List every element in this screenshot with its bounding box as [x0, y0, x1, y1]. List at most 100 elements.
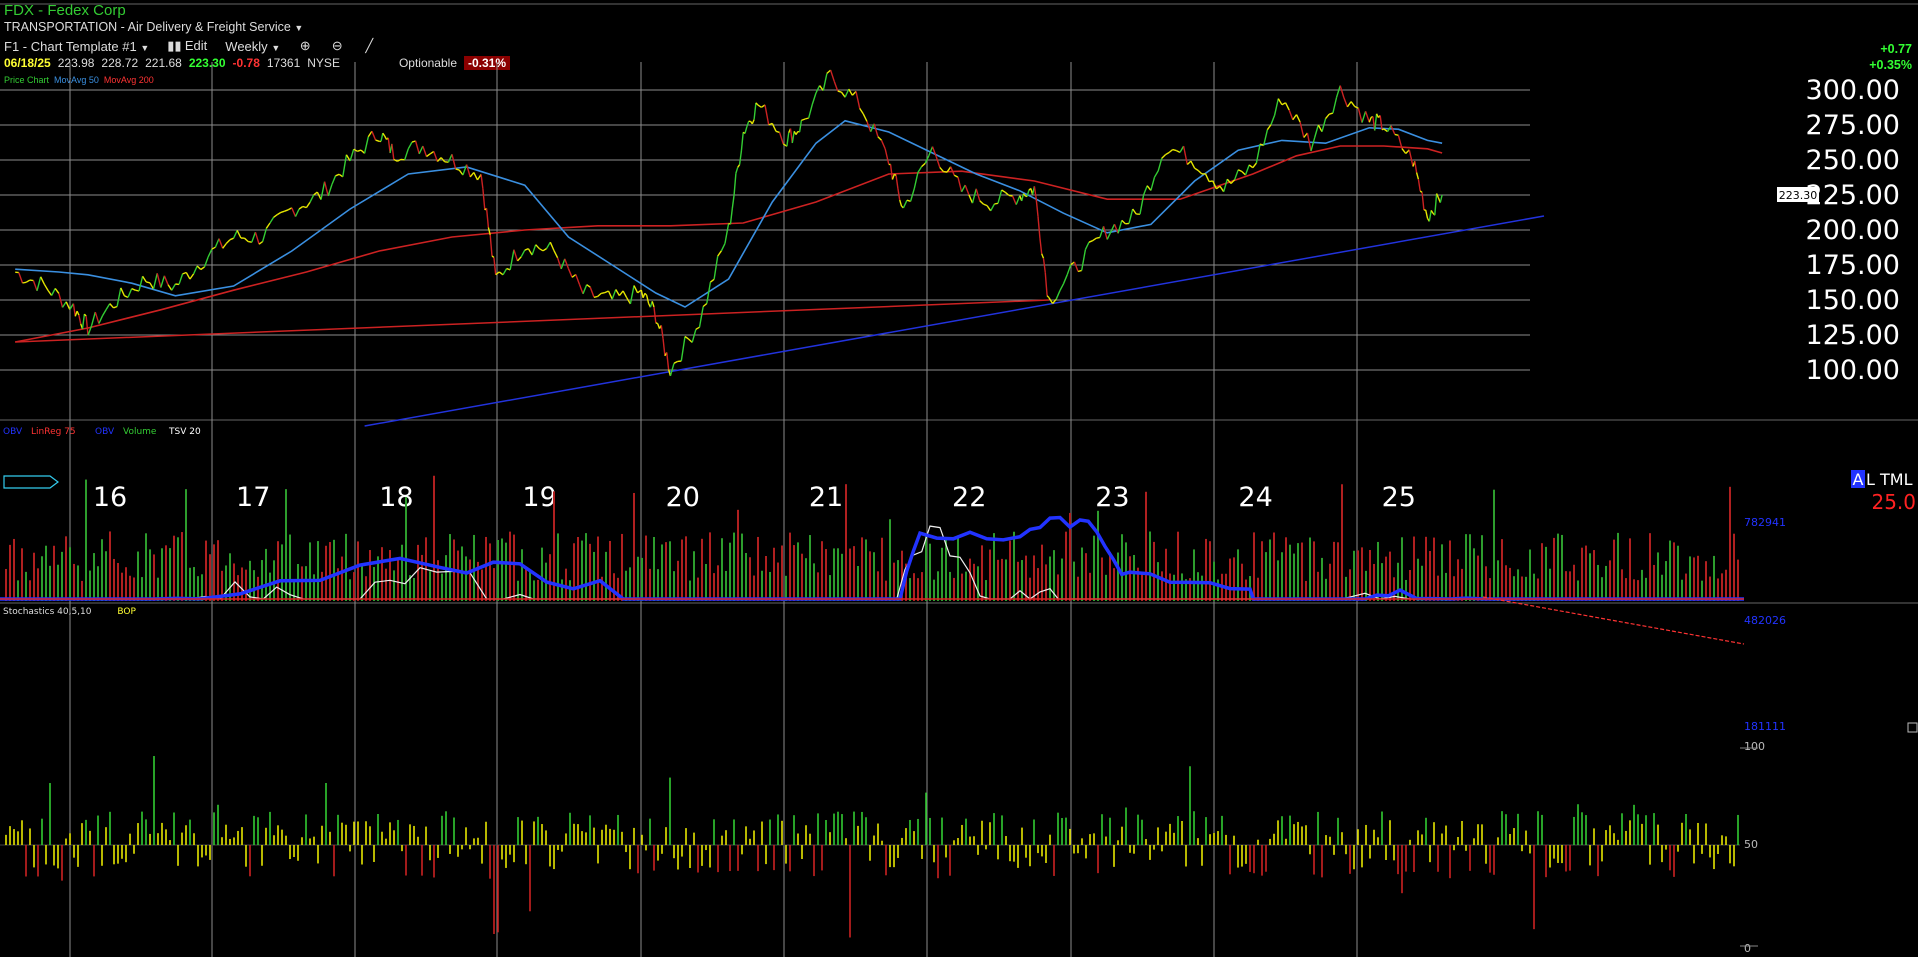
- price-segment: [567, 268, 573, 278]
- panel-scroll-box[interactable]: [1907, 722, 1918, 733]
- price-segment: [889, 164, 894, 180]
- price-segment: [751, 119, 755, 125]
- price-segment: [1421, 192, 1425, 211]
- chevron-down-icon: ▼: [271, 42, 281, 53]
- legend-ma50[interactable]: MovAvg 50: [54, 75, 99, 85]
- price-segment: [1121, 219, 1126, 225]
- price-segment: [1212, 180, 1218, 190]
- price-segment: [909, 188, 915, 202]
- price-segment: [440, 157, 446, 163]
- price-segment: [1394, 133, 1399, 136]
- price-segment: [127, 288, 133, 298]
- ma200-line: [15, 145, 1443, 343]
- price-segment: [855, 91, 861, 109]
- price-segment: [1317, 124, 1323, 133]
- price-segment: [436, 157, 442, 162]
- price-segment: [1417, 179, 1421, 192]
- price-segment: [458, 169, 464, 176]
- price-segment: [101, 309, 107, 316]
- price-segment: [363, 136, 369, 154]
- price-segment: [869, 123, 875, 132]
- price-segment: [225, 239, 231, 244]
- price-segment: [935, 156, 941, 168]
- badge-value: 25.0: [1871, 490, 1916, 514]
- price-segment: [422, 145, 428, 157]
- price-segment: [69, 303, 75, 310]
- price-segment: [786, 132, 790, 147]
- price-segment: [192, 265, 198, 275]
- price-segment: [149, 282, 155, 290]
- price-segment: [829, 69, 835, 82]
- price-segment: [1241, 170, 1246, 176]
- price-segment: [85, 316, 89, 336]
- price-segment: [646, 295, 650, 304]
- price-segment: [815, 85, 821, 94]
- price-segment: [877, 136, 882, 141]
- price-segment: [549, 241, 555, 251]
- price-segment: [724, 223, 730, 244]
- price-segment: [953, 174, 959, 178]
- price-segment: [211, 246, 216, 250]
- top-right-pct: +0.35%: [1869, 58, 1912, 72]
- edit-button[interactable]: ▮▮ Edit: [167, 38, 207, 54]
- trendline-blue: [364, 215, 1545, 427]
- price-segment: [178, 273, 184, 285]
- price-segment: [680, 336, 686, 362]
- price-segment: [1219, 185, 1225, 193]
- price-segment: [387, 137, 391, 154]
- symbol-title[interactable]: FDX - Fedex Corp: [4, 2, 126, 19]
- price-segment: [83, 313, 87, 317]
- template-dropdown[interactable]: F1 - Chart Template #1 ▼: [4, 39, 149, 54]
- price-segment: [200, 266, 205, 271]
- price-segment: [1139, 194, 1145, 215]
- period-dropdown[interactable]: Weekly ▼: [225, 39, 280, 54]
- price-segment: [371, 130, 377, 141]
- volume-axis-label: 782941: [1744, 516, 1786, 529]
- draw-line-icon[interactable]: ╱: [365, 38, 374, 53]
- top-right-change: +0.77: [1880, 42, 1912, 56]
- sector-label: TRANSPORTATION - Air Delivery & Freight …: [4, 20, 291, 34]
- sector-dropdown[interactable]: TRANSPORTATION - Air Delivery & Freight …: [4, 20, 303, 34]
- price-segment: [375, 139, 380, 142]
- price-segment: [465, 164, 471, 178]
- price-segment: [156, 273, 162, 288]
- zoom-in-icon[interactable]: ⊕: [299, 38, 311, 53]
- price-segment: [811, 92, 817, 105]
- price-segment: [393, 158, 398, 162]
- price-segment: [778, 132, 784, 145]
- legend-ma200[interactable]: MovAvg 200: [103, 75, 154, 85]
- price-segment: [335, 173, 340, 177]
- price-segment: [626, 297, 632, 305]
- legend-price-chart[interactable]: Price Chart: [4, 75, 50, 85]
- price-segment: [167, 284, 173, 291]
- price-segment: [1011, 195, 1017, 205]
- year-label: 17: [236, 482, 270, 513]
- price-segment: [509, 249, 515, 270]
- price-segment: [433, 151, 439, 162]
- price-segment: [1081, 249, 1087, 271]
- price-segment: [1303, 132, 1308, 138]
- price-segment: [997, 189, 1003, 204]
- price-segment: [943, 170, 948, 173]
- price-segment: [291, 207, 297, 217]
- price-segment: [1374, 113, 1378, 131]
- price-segment: [258, 240, 264, 245]
- bar-chart-icon: ▮▮: [167, 38, 182, 53]
- price-segment: [262, 228, 268, 242]
- price-segment: [733, 173, 737, 195]
- price-segment: [1425, 209, 1429, 219]
- price-segment: [1142, 185, 1148, 196]
- zoom-out-icon[interactable]: ⊖: [331, 38, 343, 53]
- price-segment: [1390, 125, 1396, 135]
- price-segment: [116, 287, 122, 307]
- price-segment: [1106, 231, 1112, 240]
- price-segment: [391, 143, 395, 160]
- price-segment: [94, 311, 100, 324]
- price-segment: [294, 208, 300, 217]
- price-segment: [113, 305, 118, 309]
- price-segment: [964, 184, 970, 196]
- price-segment: [775, 130, 780, 134]
- scroll-left-handle[interactable]: [3, 475, 59, 489]
- price-segment: [899, 199, 903, 207]
